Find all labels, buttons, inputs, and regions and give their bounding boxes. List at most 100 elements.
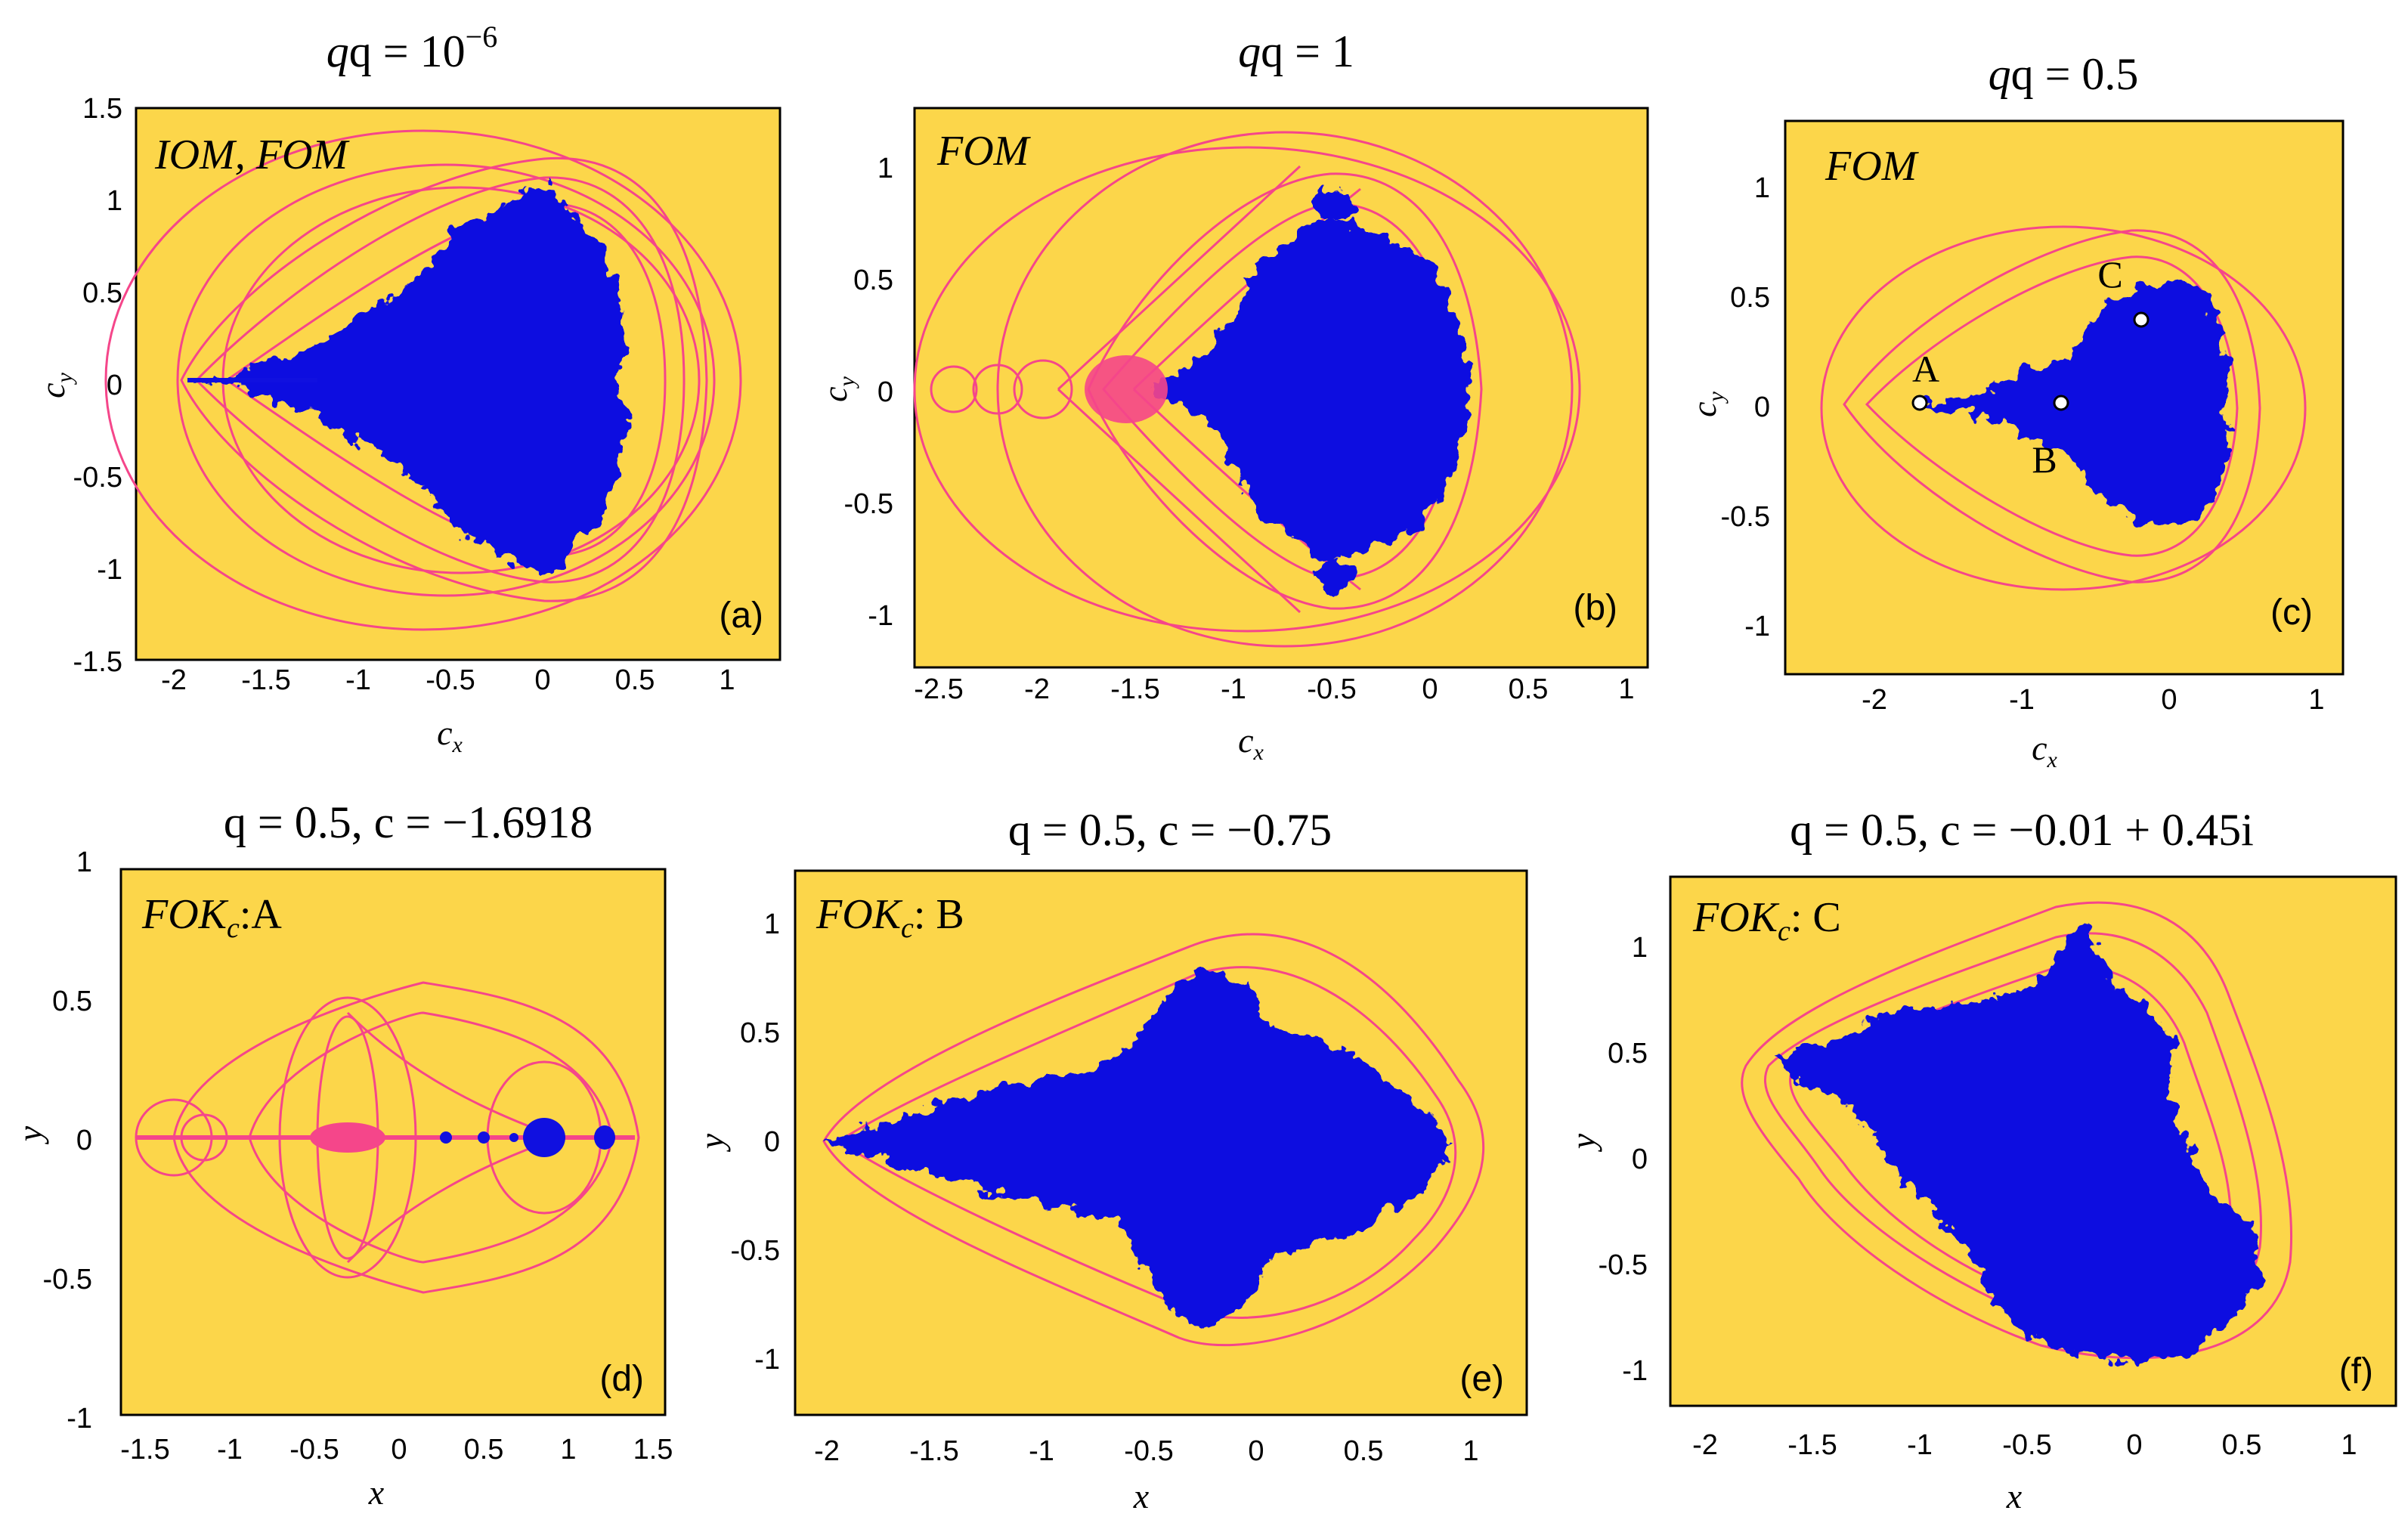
panel-a-ytick: 1.5 — [82, 93, 122, 125]
panel-a-ytick: -1.5 — [73, 646, 122, 678]
panel-d-ytick: 0 — [76, 1125, 92, 1156]
panel-a-title-main: q = 10 — [349, 26, 466, 76]
panel-e-ticks: -2 -1.5 -1 -0.5 0 0.5 1 1 0.5 0 -0.5 -1 — [731, 908, 1479, 1467]
panel-b-ytick: 0.5 — [853, 265, 893, 296]
panel-e-xlabel: x — [1133, 1477, 1150, 1515]
panel-b-ylabel: cy — [816, 376, 859, 401]
panel-a-xtick: -1.5 — [241, 664, 290, 696]
panel-f-ytick: -1 — [1622, 1355, 1648, 1387]
panel-d-ylabel: y — [11, 1125, 49, 1144]
panel-c-ticks: -2 -1 0 1 1 0.5 0 -0.5 -1 — [1721, 172, 2325, 716]
panel-f-title: q = 0.5, c = −0.01 + 0.45i — [1790, 805, 2254, 855]
panel-a-letter: (a) — [719, 596, 763, 636]
panel-a-ytick: 1 — [107, 185, 122, 217]
panel-a-xtick: -0.5 — [426, 664, 475, 696]
panel-d-ytick: -1 — [67, 1403, 92, 1435]
panel-b: qq = 1 FOM (b) -2.5 -2 -1.5 -1 -0.5 0 0.5 1 1 0.5… — [816, 26, 1649, 765]
panel-c-ytick: 0.5 — [1730, 282, 1770, 314]
panel-a-label: IOM, FOM — [154, 132, 350, 178]
panel-e-ytick: 0 — [764, 1126, 780, 1158]
panel-c-title-main: q = 0.5 — [2011, 49, 2139, 99]
panel-e-label: FOKc: B — [816, 891, 964, 944]
panel-a-xtick: -2 — [161, 664, 187, 696]
panel-f-ticks: -2 -1.5 -1 -0.5 0 0.5 1 1 0.5 0 -0.5 -1 — [1599, 932, 2357, 1461]
panel-e-letter: (e) — [1459, 1359, 1504, 1399]
panel-b-xtick: 1 — [1618, 673, 1634, 705]
panel-f-xtick: -1.5 — [1787, 1429, 1837, 1461]
panel-f-xtick: 0 — [2126, 1429, 2142, 1461]
panel-b-xtick: -2 — [1024, 673, 1050, 705]
panel-e-xtick: -1.5 — [909, 1435, 958, 1467]
panel-c-ylabel: cy — [1685, 391, 1729, 416]
panel-d-xtick: 0.5 — [464, 1434, 504, 1466]
panel-d: q = 0.5, c = −1.6918 FOKc:A (d) -1.5 -1 -0… — [11, 797, 673, 1512]
panel-b-ytick: 0 — [877, 376, 893, 408]
panel-d-xlabel: x — [368, 1473, 385, 1512]
panel-c-ytick: -1 — [1744, 611, 1770, 642]
panel-f-xtick: -0.5 — [2002, 1429, 2051, 1461]
panel-e-ytick: -1 — [754, 1344, 780, 1376]
panel-f-xtick: -1 — [1907, 1429, 1933, 1461]
panel-f-xlabel: x — [2006, 1477, 2023, 1515]
point-b-label: B — [2032, 438, 2057, 481]
panel-a-title-sup: −6 — [466, 20, 498, 54]
panel-e-xtick: -2 — [814, 1435, 840, 1467]
panel-c-letter: (c) — [2270, 593, 2313, 633]
panel-b-ticks: -2.5 -2 -1.5 -1 -0.5 0 0.5 1 1 0.5 0 -0.5 -1 — [844, 153, 1635, 705]
panel-a-ylabel: cy — [33, 372, 77, 398]
panel-c-xtick: -2 — [1862, 684, 1887, 716]
panel-b-xtick: 0 — [1422, 673, 1438, 705]
panel-f-xtick: 1 — [2341, 1429, 2357, 1461]
panel-f-xtick: -2 — [1692, 1429, 1718, 1461]
panel-f-label: FOKc: C — [1692, 894, 1841, 947]
panel-b-ytick: 1 — [877, 153, 893, 184]
panel-c-xlabel: cx — [2032, 729, 2057, 772]
panel-c-label: FOM — [1825, 143, 1920, 190]
panel-e-xtick: 1 — [1462, 1435, 1478, 1467]
panel-b-xtick: -1 — [1221, 673, 1246, 705]
panel-f-ytick: -0.5 — [1599, 1249, 1648, 1281]
panel-a-xtick: 0.5 — [615, 664, 655, 696]
panel-a-title: qq = 10−6 — [327, 20, 497, 76]
panel-e-ytick: 1 — [764, 908, 780, 940]
panel-d-xtick: -1 — [217, 1434, 243, 1466]
panel-d-xtick: 1 — [560, 1434, 576, 1466]
panel-a-ytick: 0.5 — [82, 277, 122, 309]
panel-a-ticks: -2 -1.5 -1 -0.5 0 0.5 1 1.5 1 0.5 0 -0.5 -1 -1.5 — [73, 93, 735, 696]
panel-f-xtick: 0.5 — [2222, 1429, 2262, 1461]
panel-c-set — [1920, 280, 2230, 529]
panel-a-ytick: -1 — [97, 554, 122, 586]
panel-d-title: q = 0.5, c = −1.6918 — [224, 797, 593, 847]
point-b: B — [2032, 395, 2069, 481]
panel-e-title: q = 0.5, c = −0.75 — [1008, 805, 1332, 855]
panel-c-xtick: 1 — [2308, 684, 2324, 716]
panel-b-title-main: q = 1 — [1261, 26, 1354, 76]
panel-b-xtick: -0.5 — [1307, 673, 1356, 705]
point-c-label: C — [2097, 253, 2122, 296]
panel-a-ytick: 0 — [107, 370, 122, 401]
panel-f-ylabel: y — [1564, 1133, 1602, 1152]
panel-d-xtick: -0.5 — [289, 1434, 339, 1466]
panel-a-xtick: 0 — [534, 664, 550, 696]
panel-c-xtick: 0 — [2161, 684, 2177, 716]
panel-f-set — [1776, 922, 2260, 1360]
panel-d-ticks: -1.5 -1 -0.5 0 0.5 1 1.5 1 0.5 0 -0.5 -1 — [43, 847, 673, 1466]
panel-d-xtick: 0 — [391, 1434, 407, 1466]
panel-e-ytick: 0.5 — [740, 1017, 780, 1049]
panel-d-dust — [136, 1118, 635, 1157]
panel-b-cusp-region — [1085, 355, 1168, 423]
panel-d-xtick: 1.5 — [633, 1434, 673, 1466]
panel-d-letter: (d) — [599, 1359, 644, 1399]
panel-b-xtick: -1.5 — [1110, 673, 1159, 705]
panel-b-xlabel: cx — [1238, 721, 1264, 765]
panel-c-contours — [1820, 225, 2307, 591]
panel-b-xtick: -2.5 — [914, 673, 963, 705]
panel-b-letter: (b) — [1573, 588, 1617, 628]
panel-b-title: qq = 1 — [1238, 26, 1354, 76]
panel-f: q = 0.5, c = −0.01 + 0.45i FOKc: C (f) -… — [1564, 805, 2397, 1515]
panel-e-ylabel: y — [692, 1133, 731, 1152]
panel-c-ytick: 0 — [1754, 392, 1770, 423]
panel-e-ytick: -0.5 — [731, 1235, 780, 1267]
panel-d-label: FOKc:A — [141, 891, 282, 944]
